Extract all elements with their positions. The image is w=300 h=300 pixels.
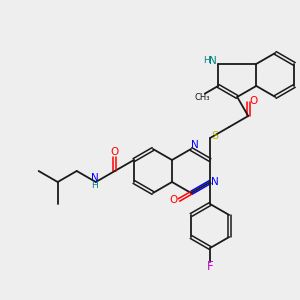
Text: O: O (111, 147, 119, 157)
Text: N: N (211, 177, 219, 187)
Text: N: N (209, 56, 217, 66)
Text: F: F (207, 260, 213, 274)
Text: H: H (203, 56, 209, 65)
Text: S: S (212, 131, 219, 141)
Text: H: H (92, 182, 98, 190)
Text: O: O (249, 96, 257, 106)
Text: N: N (191, 140, 199, 150)
Text: CH₃: CH₃ (194, 93, 210, 102)
Text: O: O (170, 195, 178, 205)
Text: N: N (91, 173, 99, 183)
